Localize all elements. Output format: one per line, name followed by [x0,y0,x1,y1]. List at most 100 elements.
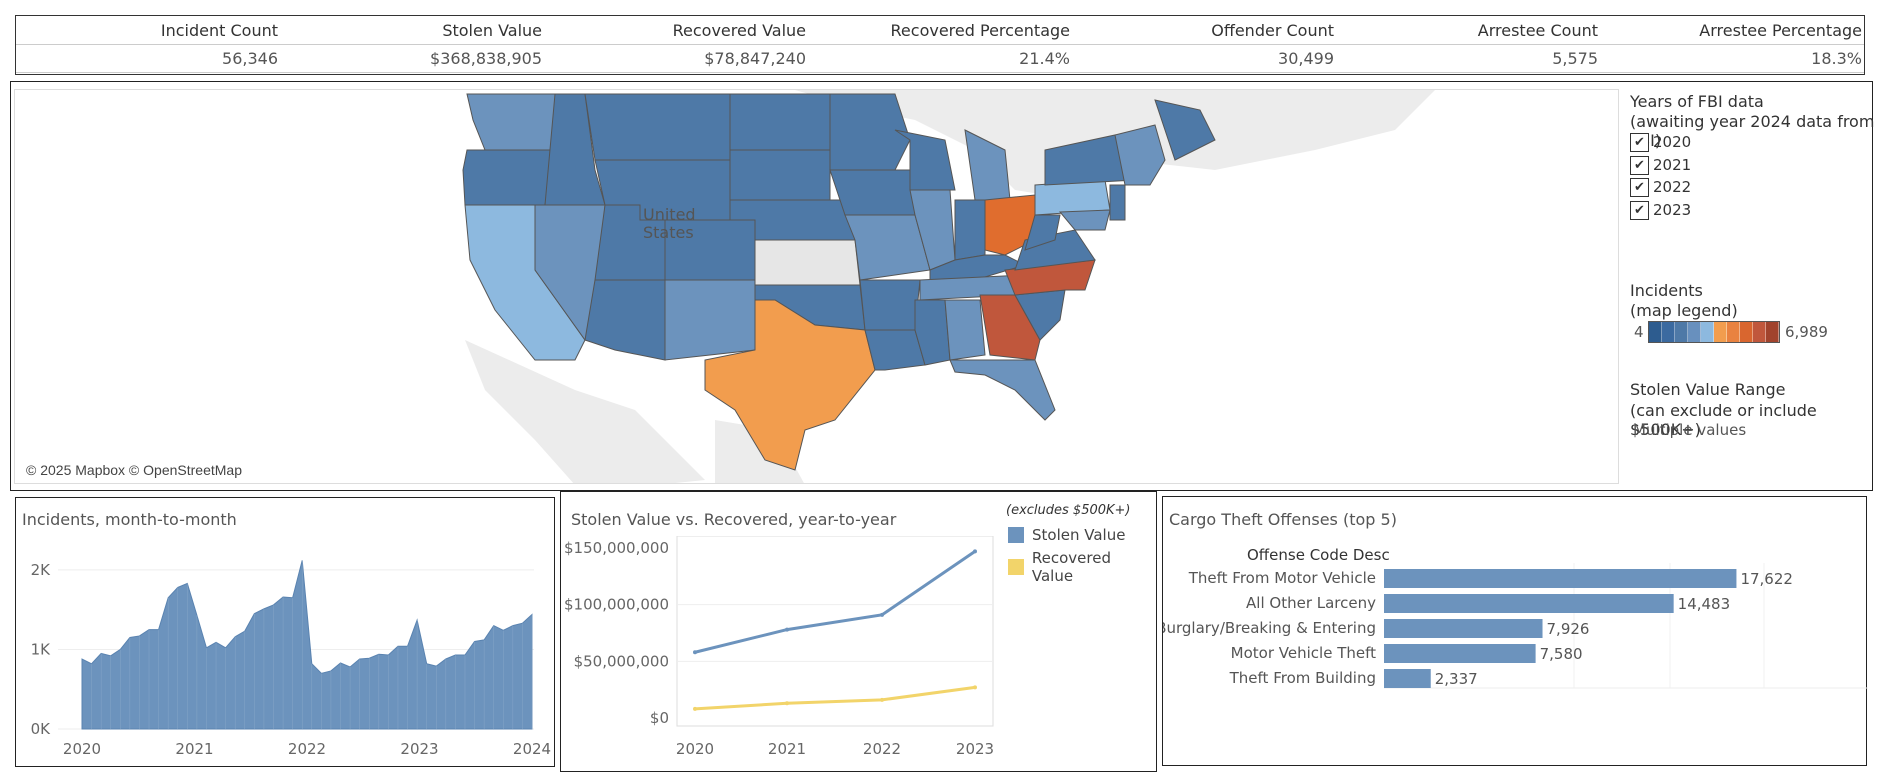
legend-step-4 [1701,322,1714,342]
state-iowa[interactable] [829,169,916,216]
state-missouri[interactable] [844,214,931,281]
area-x-tick-3: 2023 [400,740,438,758]
state-idaho[interactable] [544,93,606,206]
incidents-color-legend[interactable] [1648,321,1780,343]
kpi-summary-table: Incident Count Stolen Value Recovered Va… [15,15,1865,75]
bar-3[interactable] [1384,644,1536,663]
bar-value-4: 2,337 [1435,670,1478,688]
kpi-value-stolen-value[interactable]: $368,838,905 [430,49,542,68]
years-title: Years of FBI data [1630,92,1764,111]
state-arizona[interactable] [584,279,666,361]
line-point-0-3[interactable] [973,549,977,554]
legend-step-3 [1688,322,1701,342]
line-point-1-3[interactable] [973,685,977,690]
state-ohio[interactable] [984,194,1036,256]
year-filter-2020[interactable]: ✔ 2020 [1630,131,1691,153]
year-filter-2021[interactable]: ✔ 2021 [1630,154,1691,176]
kpi-value-arrestee-count[interactable]: 5,575 [1552,49,1598,68]
bar-2[interactable] [1384,619,1543,638]
incidents-legend-title: Incidents [1630,281,1703,300]
state-texas[interactable] [704,299,876,471]
bar-value-2: 7,926 [1547,620,1590,638]
kpi-value-incident-count[interactable]: 56,346 [222,49,278,68]
checkbox-2022[interactable]: ✔ [1630,177,1649,197]
line-y-tick-1: $100,000,000 [564,596,669,614]
state-washington[interactable] [466,93,556,151]
state-kansas[interactable] [754,239,861,286]
bar-1[interactable] [1384,594,1674,613]
state-alabama[interactable] [944,299,986,361]
bar-category-0: Theft From Motor Vehicle [1188,569,1376,587]
kpi-value-row[interactable]: 56,346 $368,838,905 $78,847,240 21.4% 30… [16,46,1864,73]
kpi-value-recovered-value[interactable]: $78,847,240 [704,49,806,68]
state-new-jersey[interactable] [1109,184,1126,221]
state-arkansas[interactable] [859,279,921,331]
line-series-0[interactable] [694,550,976,654]
legend-step-0 [1649,322,1662,342]
state-oregon[interactable] [462,149,556,206]
map-attribution[interactable]: © 2025 Mapbox © OpenStreetMap [26,462,242,478]
legend-min: 4 [1634,323,1644,341]
stolen-vs-recovered-panel: Stolen Value vs. Recovered, year-to-year… [560,491,1157,772]
state-minnesota[interactable] [829,93,911,171]
state-georgia[interactable] [979,294,1041,361]
kpi-header-incident-count: Incident Count [160,21,278,40]
line-legend-title: (excludes $500K+) [1006,503,1131,518]
state-mississippi[interactable] [914,299,951,366]
legend-item-stolen[interactable]: Stolen Value [1008,526,1125,544]
line-point-1-0[interactable] [693,706,697,711]
us-choropleth-map[interactable]: United States [14,89,1619,484]
kpi-value-offender-count[interactable]: 30,499 [1278,49,1334,68]
state-maine[interactable] [1154,99,1216,161]
state-new-mexico[interactable] [664,279,756,361]
checkbox-2021[interactable]: ✔ [1630,155,1649,175]
cargo-theft-bar-chart[interactable]: Theft From Motor Vehicle 17,622 All Other … [1163,563,1868,703]
line-point-1-1[interactable] [785,701,789,706]
bar-value-0: 17,622 [1740,570,1793,588]
area-y-tick-0: 2K [31,561,52,579]
legend-swatch-recovered [1008,559,1024,575]
line-series-1[interactable] [694,685,976,711]
legend-max: 6,989 [1785,323,1828,341]
legend-label-stolen: Stolen Value [1032,526,1126,544]
checkbox-2023[interactable]: ✔ [1630,200,1649,220]
bar-0[interactable] [1384,569,1737,588]
stolen-recovered-line-chart[interactable]: $150,000,000 $100,000,000 $50,000,000 $0 202… [561,536,1001,766]
state-shapes[interactable] [462,93,1216,471]
incidents-monthly-panel: Incidents, month-to-month 2K 1K 0K 2020 2021… [15,497,555,767]
state-louisiana[interactable] [864,329,926,371]
kpi-header-recovered-percentage: Recovered Percentage [890,21,1070,40]
bar-category-3: Motor Vehicle Theft [1231,644,1376,662]
cargo-theft-title: Cargo Theft Offenses (top 5) [1169,510,1397,529]
state-new-england[interactable] [1114,124,1166,186]
legend-swatch-stolen [1008,527,1024,543]
line-point-0-1[interactable] [785,627,789,632]
state-montana[interactable] [584,93,731,161]
state-north-dakota[interactable] [729,93,831,151]
year-label-2022: 2022 [1653,178,1692,196]
line-x-tick-2: 2022 [863,740,901,758]
area-series-incidents[interactable] [81,560,533,730]
area-x-tick-4: 2024 [513,740,551,758]
year-filter-2023[interactable]: ✔ 2023 [1630,199,1691,221]
state-florida[interactable] [949,359,1056,421]
line-point-1-2[interactable] [880,697,884,702]
state-indiana[interactable] [954,199,986,261]
stolen-range-dropdown[interactable]: Multiple values [1633,421,1747,439]
kpi-value-arrestee-percentage[interactable]: 18.3% [1811,49,1862,68]
state-west-virginia[interactable] [1024,214,1061,251]
legend-item-recovered[interactable]: Recovered Value [1008,549,1156,585]
checkbox-2020[interactable]: ✔ [1630,132,1649,152]
legend-step-9 [1766,322,1779,342]
bar-category-1: All Other Larceny [1246,594,1376,612]
line-y-tick-2: $50,000,000 [574,652,669,670]
state-maryland[interactable] [1058,209,1111,231]
map-canvas[interactable]: United States [15,90,1619,484]
line-point-0-2[interactable] [880,612,884,617]
bar-4[interactable] [1384,669,1431,688]
year-filter-2022[interactable]: ✔ 2022 [1630,176,1691,198]
line-point-0-0[interactable] [693,650,697,655]
kpi-value-recovered-percentage[interactable]: 21.4% [1019,49,1070,68]
incidents-area-chart[interactable]: 2K 1K 0K 2020 2021 2022 2023 2024 [16,534,554,764]
state-south-dakota[interactable] [729,149,831,201]
